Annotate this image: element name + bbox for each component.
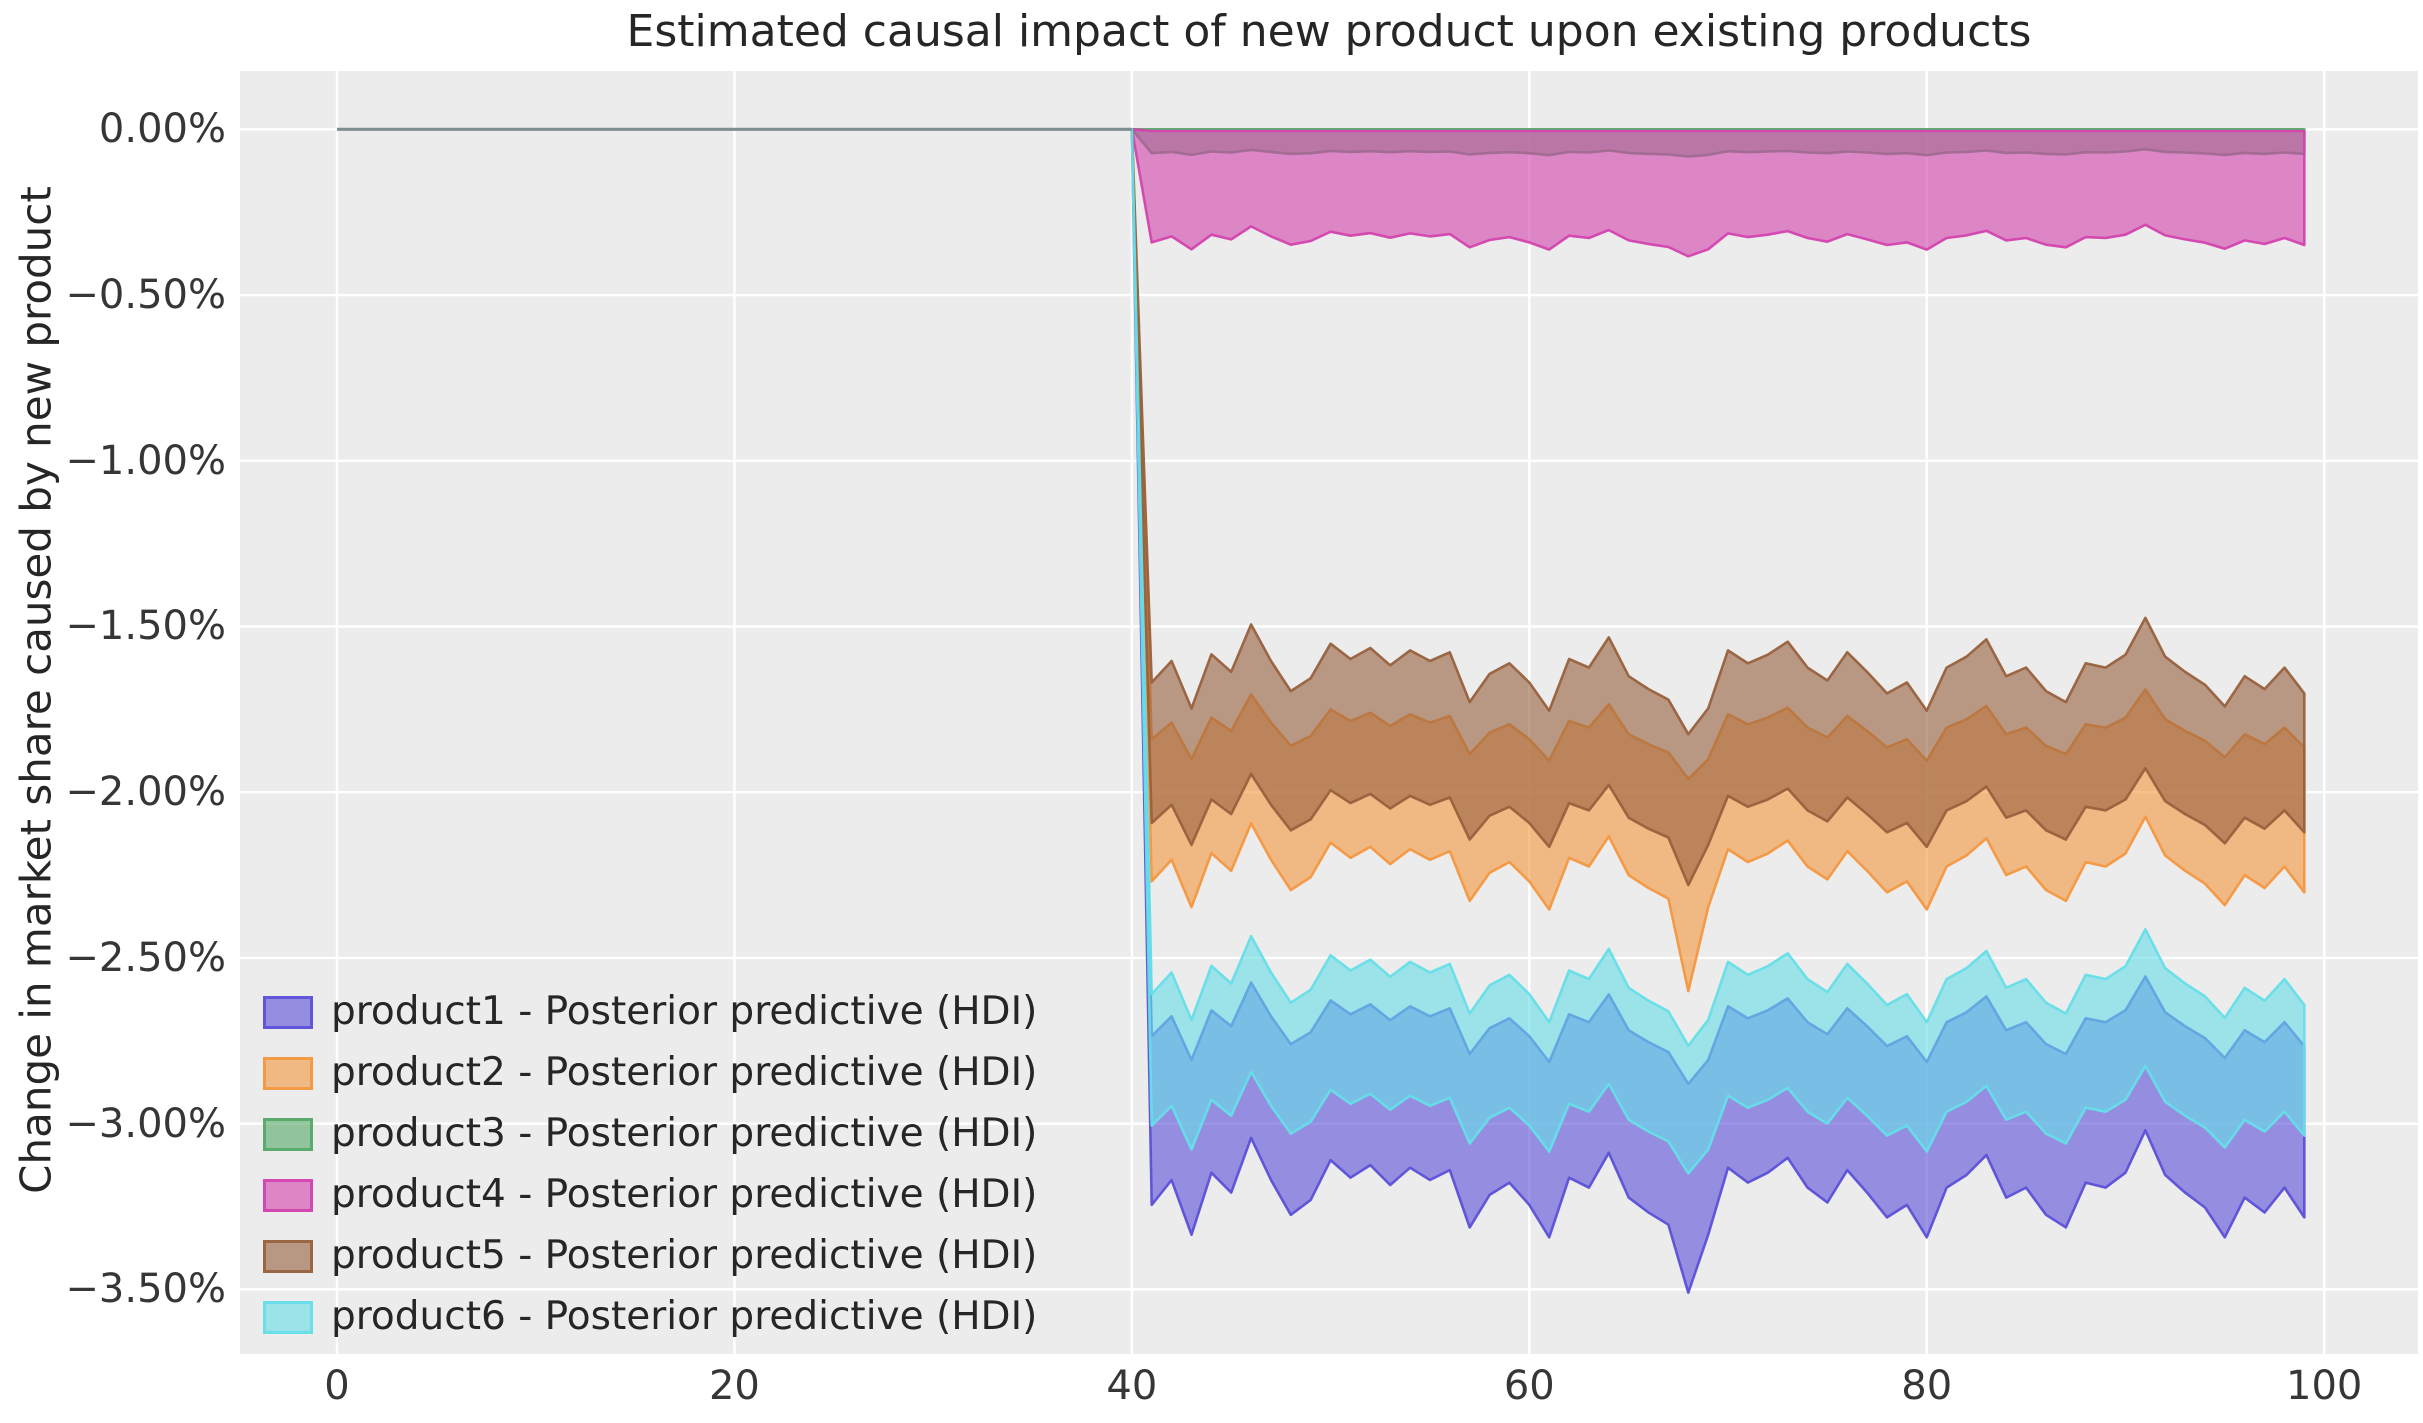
legend-swatch-product5 xyxy=(263,1239,313,1273)
y-tick-label: −3.50% xyxy=(65,1266,226,1313)
legend-item-product5: product5 - Posterior predictive (HDI) xyxy=(263,1232,1037,1280)
y-tick-label: 0.00% xyxy=(98,106,226,153)
y-tick-label: −2.50% xyxy=(65,934,226,981)
legend-swatch-product2 xyxy=(263,1056,313,1090)
legend-label: product3 - Posterior predictive (HDI) xyxy=(331,1111,1038,1156)
y-tick-label: −3.00% xyxy=(65,1100,226,1147)
x-tick-label: 20 xyxy=(708,1363,760,1409)
y-tick-label: −0.50% xyxy=(65,272,226,319)
hdi-band-product6 xyxy=(1130,128,2306,1175)
legend-item-product4: product4 - Posterior predictive (HDI) xyxy=(263,1171,1037,1219)
legend-item-product3: product3 - Posterior predictive (HDI) xyxy=(263,1110,1037,1158)
legend-swatch-product6 xyxy=(263,1300,313,1334)
chart-title: Estimated causal impact of new product u… xyxy=(626,6,2032,57)
x-tick-label: 0 xyxy=(324,1363,350,1409)
legend-label: product4 - Posterior predictive (HDI) xyxy=(331,1172,1038,1217)
legend-item-product2: product2 - Posterior predictive (HDI) xyxy=(263,1049,1037,1097)
x-tick-label: 80 xyxy=(1901,1363,1953,1409)
x-tick-label: 60 xyxy=(1503,1363,1555,1409)
y-tick-label: −1.50% xyxy=(65,603,226,650)
y-tick-label: −2.00% xyxy=(65,769,226,816)
x-tick-label: 100 xyxy=(2286,1363,2363,1409)
hdi-band-product5 xyxy=(1130,128,2306,887)
legend-label: product2 - Posterior predictive (HDI) xyxy=(331,1050,1038,1095)
legend-swatch-product4 xyxy=(263,1178,313,1212)
legend-label: product6 - Posterior predictive (HDI) xyxy=(331,1294,1038,1339)
legend-label: product1 - Posterior predictive (HDI) xyxy=(331,989,1038,1034)
legend-label: product5 - Posterior predictive (HDI) xyxy=(331,1233,1038,1278)
hdi-band-product4 xyxy=(1130,128,2306,258)
y-axis-label: Change in market share caused by new pro… xyxy=(11,186,61,1194)
x-tick-label: 40 xyxy=(1106,1363,1158,1409)
legend-item-product6: product6 - Posterior predictive (HDI) xyxy=(263,1293,1037,1341)
legend-swatch-product3 xyxy=(263,1117,313,1151)
y-tick-label: −1.00% xyxy=(65,437,226,484)
legend-swatch-product1 xyxy=(263,995,313,1029)
legend-item-product1: product1 - Posterior predictive (HDI) xyxy=(263,988,1037,1036)
